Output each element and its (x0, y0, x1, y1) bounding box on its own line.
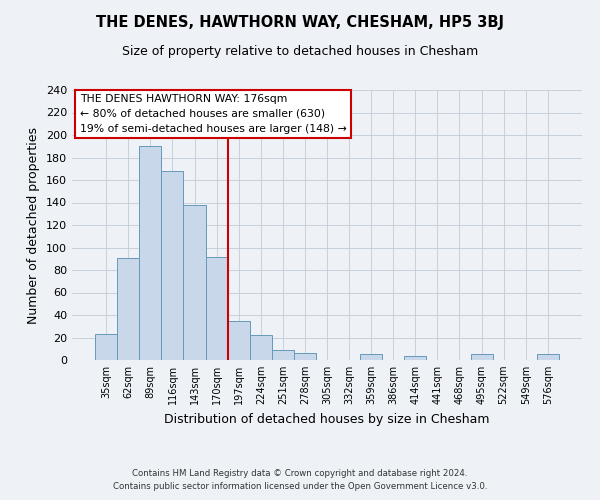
Bar (404, 356, 427, 360)
Bar (294, 353, 316, 360)
Text: Size of property relative to detached houses in Chesham: Size of property relative to detached ho… (122, 45, 478, 58)
Bar (206, 256, 227, 360)
Bar (184, 205, 206, 360)
Bar (537, 354, 559, 360)
Bar (161, 171, 184, 360)
Bar (470, 354, 493, 360)
Text: Contains HM Land Registry data © Crown copyright and database right 2024.: Contains HM Land Registry data © Crown c… (132, 468, 468, 477)
Text: THE DENES, HAWTHORN WAY, CHESHAM, HP5 3BJ: THE DENES, HAWTHORN WAY, CHESHAM, HP5 3B… (96, 15, 504, 30)
X-axis label: Distribution of detached houses by size in Chesham: Distribution of detached houses by size … (164, 412, 490, 426)
Bar (227, 320, 250, 360)
Bar (95, 334, 117, 360)
Text: Contains public sector information licensed under the Open Government Licence v3: Contains public sector information licen… (113, 482, 487, 491)
Text: THE DENES HAWTHORN WAY: 176sqm
← 80% of detached houses are smaller (630)
19% of: THE DENES HAWTHORN WAY: 176sqm ← 80% of … (80, 94, 346, 134)
Bar (250, 335, 272, 360)
Y-axis label: Number of detached properties: Number of detached properties (28, 126, 40, 324)
Bar (360, 354, 382, 360)
Bar (272, 350, 294, 360)
Bar (139, 146, 161, 360)
Bar (117, 258, 139, 360)
